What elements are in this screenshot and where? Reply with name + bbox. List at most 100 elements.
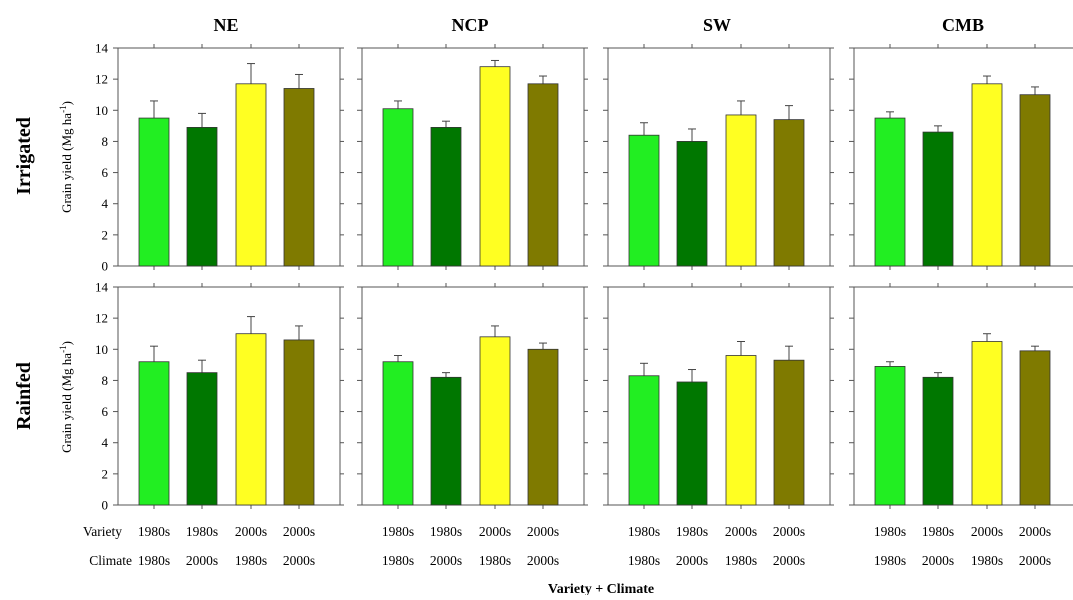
x-row-label-variety: Variety [83,524,122,539]
x-tick-label-climate-rainfed-ncp: 2000s [527,553,559,568]
x-axis-title: Variety + Climate [548,582,654,595]
panel-frame-irrigated-ne [117,47,341,267]
bar-irrigated-cmb-4 [1019,94,1051,267]
panel-title-cmb: CMB [942,15,984,35]
x-tick-label-climate-rainfed-ne: 2000s [283,553,315,568]
bar-rainfed-sw-4 [773,359,805,506]
y-tick-label-rainfed-ne: 12 [95,311,108,326]
row-title-rainfed: Rainfed [13,362,35,430]
x-tick-label-variety-rainfed-sw: 2000s [773,524,805,539]
bar-irrigated-ncp-1 [382,108,414,267]
x-tick-label-variety-rainfed-ncp: 2000s [527,524,559,539]
panel-title-ne: NE [213,15,238,35]
x-tick-label-variety-rainfed-cmb: 1980s [922,524,954,539]
bar-irrigated-cmb-1 [874,117,906,267]
bar-rainfed-cmb-3 [971,341,1003,506]
x-tick-label-variety-rainfed-ncp: 1980s [382,524,414,539]
panel-frame-irrigated-ncp [361,47,585,267]
x-tick-label-climate-rainfed-cmb: 1980s [971,553,1003,568]
bar-irrigated-cmb-3 [971,83,1003,267]
y-tick-label-irrigated-ne: 0 [102,259,109,274]
panel-title-ncp: NCP [452,15,489,35]
y-tick-label-rainfed-ne: 4 [102,435,109,450]
x-tick-label-variety-rainfed-sw: 2000s [725,524,757,539]
y-axis-label-rainfed: Grain yield (Mg ha-1) [58,341,74,453]
bar-rainfed-cmb-1 [874,366,906,506]
x-tick-label-variety-rainfed-ncp: 1980s [430,524,462,539]
bar-rainfed-sw-1 [628,375,660,506]
bar-irrigated-ne-4 [283,88,315,267]
bar-irrigated-ncp-3 [479,66,511,267]
panel-frame-rainfed-cmb [853,286,1073,506]
bar-rainfed-ne-4 [283,339,315,506]
x-row-label-climate: Climate [89,553,132,568]
panel-frame-irrigated-sw [607,47,831,267]
panel-frame-rainfed-ne [117,286,341,506]
y-tick-label-rainfed-ne: 6 [102,404,109,419]
x-tick-label-climate-rainfed-ne: 2000s [186,553,218,568]
x-tick-label-variety-rainfed-cmb: 1980s [874,524,906,539]
x-tick-label-variety-rainfed-sw: 1980s [676,524,708,539]
bar-rainfed-ne-3 [235,333,267,506]
x-tick-label-climate-rainfed-cmb: 1980s [874,553,906,568]
bar-rainfed-sw-2 [676,381,708,506]
x-tick-label-climate-rainfed-sw: 1980s [725,553,757,568]
y-tick-label-irrigated-ne: 6 [102,165,109,180]
x-tick-label-climate-rainfed-ne: 1980s [138,553,170,568]
bar-rainfed-cmb-4 [1019,350,1051,506]
y-tick-label-irrigated-ne: 10 [95,103,108,118]
bar-irrigated-sw-4 [773,119,805,267]
x-tick-label-climate-rainfed-ncp: 2000s [430,553,462,568]
bar-irrigated-sw-3 [725,114,757,267]
bar-irrigated-cmb-2 [922,131,954,267]
x-tick-label-climate-rainfed-ncp: 1980s [479,553,511,568]
bar-rainfed-sw-3 [725,355,757,506]
row-title-irrigated: Irrigated [13,117,35,195]
x-tick-label-climate-rainfed-sw: 2000s [773,553,805,568]
bar-rainfed-ne-1 [138,361,170,506]
bar-rainfed-ncp-1 [382,361,414,506]
bar-rainfed-cmb-2 [922,376,954,506]
y-tick-label-irrigated-ne: 8 [102,134,109,149]
x-tick-label-variety-rainfed-ne: 2000s [235,524,267,539]
x-tick-label-climate-rainfed-cmb: 2000s [1019,553,1051,568]
x-tick-label-variety-rainfed-sw: 1980s [628,524,660,539]
y-tick-label-irrigated-ne: 4 [102,196,109,211]
y-tick-label-irrigated-ne: 12 [95,72,108,87]
x-tick-label-variety-rainfed-ncp: 2000s [479,524,511,539]
bar-irrigated-sw-2 [676,141,708,267]
panel-frame-rainfed-sw [607,286,831,506]
y-tick-label-rainfed-ne: 14 [95,280,109,295]
y-tick-label-rainfed-ne: 10 [95,342,108,357]
bar-rainfed-ne-2 [186,372,218,506]
panels-layer: 0 2 4 6 8 10 12 14 0 2 4 6 8 10 12 14 1980s 1980s 1980s 200… [95,41,1073,568]
y-tick-label-rainfed-ne: 8 [102,373,109,388]
bar-irrigated-ncp-4 [527,83,559,267]
x-tick-label-climate-rainfed-cmb: 2000s [922,553,954,568]
bar-rainfed-ncp-2 [430,376,462,506]
bar-irrigated-ne-3 [235,83,267,267]
x-tick-label-variety-rainfed-ne: 2000s [283,524,315,539]
bar-irrigated-sw-1 [628,134,660,267]
x-tick-label-variety-rainfed-cmb: 2000s [1019,524,1051,539]
panel-frame-irrigated-cmb [853,47,1073,267]
x-tick-label-climate-rainfed-ne: 1980s [235,553,267,568]
x-tick-label-climate-rainfed-sw: 2000s [676,553,708,568]
y-tick-label-rainfed-ne: 0 [102,498,109,513]
bar-irrigated-ncp-2 [430,127,462,267]
y-tick-label-irrigated-ne: 2 [102,227,109,242]
bar-rainfed-ncp-4 [527,348,559,506]
panel-frame-rainfed-ncp [361,286,585,506]
x-tick-label-climate-rainfed-ncp: 1980s [382,553,414,568]
x-tick-label-variety-rainfed-ne: 1980s [138,524,170,539]
y-axis-label-irrigated: Grain yield (Mg ha-1) [58,101,74,213]
x-tick-label-climate-rainfed-sw: 1980s [628,553,660,568]
bar-rainfed-ncp-3 [479,336,511,506]
bar-irrigated-ne-2 [186,127,218,267]
y-tick-label-irrigated-ne: 14 [95,41,109,56]
x-tick-label-variety-rainfed-cmb: 2000s [971,524,1003,539]
y-tick-label-rainfed-ne: 2 [102,466,109,481]
x-tick-label-variety-rainfed-ne: 1980s [186,524,218,539]
